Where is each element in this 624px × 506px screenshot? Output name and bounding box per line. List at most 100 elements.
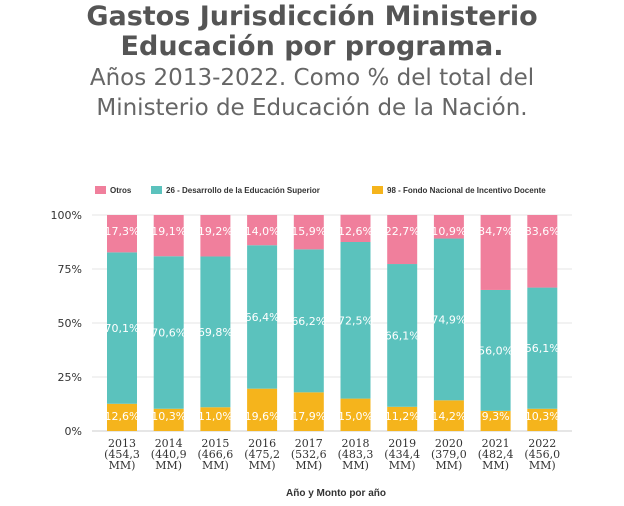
x-tick-amount-unit: MM) xyxy=(435,459,462,472)
data-label: 19,2% xyxy=(198,225,233,238)
bar-segment xyxy=(200,256,231,408)
bar-segment xyxy=(153,408,184,431)
chart-subtitle-line-2: Ministerio de Educación de la Nación. xyxy=(96,95,528,121)
data-label: 66,1% xyxy=(385,329,420,342)
x-tick-amount-unit: MM) xyxy=(342,459,369,472)
bar-segment xyxy=(293,249,324,393)
bar-segment xyxy=(107,403,137,431)
x-axis-label: Año y Monto por año xyxy=(286,488,386,499)
bar-segment xyxy=(153,256,184,409)
bar-segment xyxy=(387,264,418,407)
bar-segment xyxy=(247,245,278,389)
bar-segment xyxy=(480,410,511,431)
data-label: 66,4% xyxy=(245,311,280,324)
bar-segment xyxy=(107,252,137,404)
data-label: 12,6% xyxy=(338,225,373,238)
x-tick-amount: (379,0 xyxy=(431,448,467,461)
data-label: 19,6% xyxy=(245,410,280,423)
bar-segment xyxy=(340,242,371,399)
data-label: 56,1% xyxy=(525,342,560,355)
bar-segment xyxy=(387,215,418,265)
bar-segment xyxy=(480,289,511,411)
data-label: 56,0% xyxy=(478,344,513,357)
data-label: 15,0% xyxy=(338,410,373,423)
legend-label: Otros xyxy=(110,186,132,195)
data-label: 22,7% xyxy=(385,225,420,238)
data-label: 69,8% xyxy=(198,326,233,339)
x-tick-year: 2022 xyxy=(528,437,556,450)
x-tick-amount: (434,4 xyxy=(384,448,420,461)
data-label: 66,2% xyxy=(291,315,326,328)
bar-segment xyxy=(433,215,464,239)
bar-segment xyxy=(527,287,558,409)
x-tick-amount-unit: MM) xyxy=(529,459,556,472)
x-tick-year: 2019 xyxy=(388,437,416,450)
data-label: 17,9% xyxy=(291,410,326,423)
x-tick-year: 2013 xyxy=(108,437,136,450)
x-tick-amount-unit: MM) xyxy=(155,459,182,472)
bar-segment xyxy=(200,407,231,431)
y-tick-label: 50% xyxy=(58,317,82,330)
x-tick-year: 2021 xyxy=(482,437,510,450)
bar-segment xyxy=(107,215,137,253)
x-tick-year: 2015 xyxy=(201,437,229,450)
x-tick-amount: (466,6 xyxy=(198,448,234,461)
x-tick-amount: (456,0 xyxy=(524,448,560,461)
data-label: 70,1% xyxy=(105,322,140,335)
bar-segment xyxy=(247,215,278,246)
x-tick-amount: (454,3 xyxy=(104,448,140,461)
data-label: 10,3% xyxy=(525,410,560,423)
legend-swatch xyxy=(95,186,106,194)
y-tick-label: 75% xyxy=(58,263,82,276)
bar-segment xyxy=(293,215,324,250)
chart-title-line-2: Educación por programa. xyxy=(120,31,504,62)
bar-segment xyxy=(433,400,464,431)
x-tick-amount-unit: MM) xyxy=(249,459,276,472)
data-label: 12,6% xyxy=(105,410,140,423)
x-tick-amount: (483,3 xyxy=(338,448,374,461)
x-tick-amount-unit: MM) xyxy=(109,459,136,472)
data-label: 33,6% xyxy=(525,225,560,238)
bar-segment xyxy=(480,215,511,290)
data-label: 34,7% xyxy=(478,225,513,238)
x-tick-year: 2020 xyxy=(435,437,463,450)
x-tick-amount-unit: MM) xyxy=(482,459,509,472)
y-tick-label: 0% xyxy=(65,425,82,438)
x-tick-year: 2017 xyxy=(295,437,323,450)
legend-label: 98 - Fondo Nacional de Incentivo Docente xyxy=(387,186,546,195)
bar-segment xyxy=(153,215,184,257)
x-tick-year: 2014 xyxy=(155,437,183,450)
bar-segment xyxy=(340,398,371,431)
data-label: 11,2% xyxy=(385,410,420,423)
data-label: 74,9% xyxy=(431,313,466,326)
data-label: 19,1% xyxy=(151,225,186,238)
bar-segment xyxy=(527,215,558,288)
x-tick-amount-unit: MM) xyxy=(295,459,322,472)
data-label: 11,0% xyxy=(198,410,233,423)
bar-segment xyxy=(340,214,371,242)
x-tick-year: 2016 xyxy=(248,437,276,450)
bar-segment xyxy=(433,238,464,401)
y-tick-label: 100% xyxy=(51,209,82,222)
x-tick-amount: (475,2 xyxy=(244,448,280,461)
bar-segment xyxy=(527,408,558,431)
chart-subtitle-line-1: Años 2013-2022. Como % del total del xyxy=(89,65,535,91)
chart-title-line-1: Gastos Jurisdicción Ministerio xyxy=(86,1,538,32)
x-tick-amount-unit: MM) xyxy=(202,459,229,472)
bar-segment xyxy=(247,388,278,431)
legend-label: 26 - Desarrollo de la Educación Superior xyxy=(166,186,320,195)
x-tick-amount: (440,9 xyxy=(151,448,187,461)
data-label: 10,3% xyxy=(151,410,186,423)
data-label: 14,2% xyxy=(431,410,466,423)
x-tick-amount: (482,4 xyxy=(478,448,514,461)
x-tick-amount: (532,6 xyxy=(291,448,327,461)
y-tick-label: 25% xyxy=(58,371,82,384)
bar-segment xyxy=(200,215,231,257)
data-label: 15,9% xyxy=(291,225,326,238)
bar-segment xyxy=(293,392,324,431)
data-label: 9,3% xyxy=(482,410,510,423)
legend-swatch xyxy=(151,186,162,194)
bar-segment xyxy=(387,406,418,431)
data-label: 70,6% xyxy=(151,327,186,340)
